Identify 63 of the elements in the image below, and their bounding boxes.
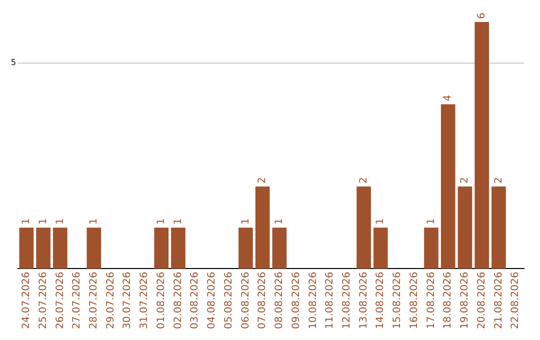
bar (154, 228, 169, 269)
bar (171, 228, 186, 269)
data-label: 1 (172, 218, 184, 225)
bar (272, 228, 287, 269)
x-tick-label: 30.07.2026 (122, 272, 134, 330)
x-tick-label: 18.08.2026 (442, 272, 454, 330)
x-tick-label: 12.08.2026 (341, 272, 352, 330)
bar (53, 228, 68, 269)
data-label: 2 (460, 177, 471, 184)
data-label: 1 (21, 218, 32, 225)
x-tick-label: 14.08.2026 (375, 272, 386, 330)
x-tick-label: 08.08.2026 (274, 272, 286, 330)
data-label: 2 (358, 177, 370, 184)
data-label: 1 (426, 218, 437, 225)
data-label: 6 (476, 12, 488, 19)
x-tick-label: 10.08.2026 (308, 272, 319, 330)
data-label: 2 (493, 177, 504, 184)
x-tick-label: 27.07.2026 (72, 272, 83, 330)
bar (238, 228, 253, 269)
data-label: 1 (38, 218, 49, 225)
x-tick-label: 03.08.2026 (190, 272, 201, 330)
x-tick-label: 15.08.2026 (392, 272, 404, 330)
bar (255, 186, 270, 269)
ref-line-label: 5 (10, 58, 16, 68)
x-tick-label: 16.08.2026 (408, 272, 420, 330)
x-tick-label: 04.08.2026 (206, 272, 218, 330)
x-tick-label: 26.07.2026 (54, 272, 66, 330)
data-label: 1 (274, 218, 286, 225)
x-tick-label: 31.07.2026 (139, 272, 150, 330)
data-label: 1 (240, 218, 252, 225)
bar (356, 186, 371, 269)
x-tick-label: 19.08.2026 (460, 272, 471, 330)
x-tick-label: 02.08.2026 (172, 272, 184, 330)
bar (458, 186, 472, 269)
bar (86, 228, 102, 269)
x-tick-label: 07.08.2026 (257, 272, 268, 330)
bar (492, 186, 506, 269)
x-tick-label: 05.08.2026 (223, 272, 234, 330)
bar (474, 22, 489, 269)
x-tick-label: 24.07.2026 (21, 272, 32, 330)
x-tick-label: 13.08.2026 (358, 272, 370, 330)
bar (440, 104, 456, 269)
x-tick-label: 11.08.2026 (324, 272, 336, 330)
data-label: 1 (375, 218, 386, 225)
x-tick-label: 22.08.2026 (510, 272, 522, 330)
bar (373, 228, 388, 269)
bar (424, 228, 438, 269)
x-tick-label: 21.08.2026 (493, 272, 504, 330)
data-label: 1 (156, 218, 167, 225)
bar (36, 228, 50, 269)
x-tick-label: 01.08.2026 (156, 272, 167, 330)
x-tick-label: 29.07.2026 (105, 272, 116, 330)
x-tick-label: 09.08.2026 (290, 272, 302, 330)
x-tick-label: 06.08.2026 (240, 272, 252, 330)
x-tick-label: 25.07.2026 (38, 272, 49, 330)
data-label: 1 (54, 218, 66, 225)
x-tick-label: 20.08.2026 (476, 272, 488, 330)
bar (19, 228, 34, 269)
data-label: 2 (257, 177, 268, 184)
data-label: 1 (88, 218, 100, 225)
x-tick-label: 17.08.2026 (426, 272, 437, 330)
x-tick-label: 28.07.2026 (88, 272, 100, 330)
data-label: 4 (442, 94, 454, 102)
